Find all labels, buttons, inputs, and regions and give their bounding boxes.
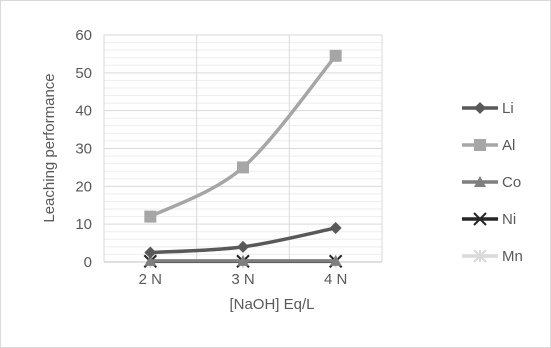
legend-item-li: Li: [462, 100, 514, 117]
x-tick-label: 2 N: [139, 271, 162, 288]
data-point-li: [237, 240, 249, 253]
data-point-li: [144, 246, 157, 259]
x-axis-title: [NaOH] Eq/L: [229, 296, 314, 313]
legend-label: Li: [502, 100, 514, 117]
legend-label: Co: [502, 174, 521, 191]
legend-marker: [474, 102, 486, 114]
marker-stroke: [473, 212, 487, 226]
tick-labels: 0 10 20 30 40 50 60 2 N 3 N 4 N: [75, 27, 347, 288]
legend-item-mn: Mn: [462, 248, 523, 265]
data-point-al: [237, 161, 249, 174]
legend-item-ni: Ni: [462, 211, 516, 228]
y-tick-label: 40: [75, 103, 92, 120]
y-tick-label: 0: [84, 254, 92, 271]
data-markers: [143, 49, 343, 269]
legend-item-al: Al: [462, 137, 515, 154]
legend-label: Ni: [502, 211, 516, 228]
y-tick-label: 50: [75, 65, 92, 82]
legend-label: Mn: [502, 248, 523, 265]
y-tick-label: 60: [75, 27, 92, 44]
data-point-co: [329, 254, 342, 266]
y-tick-label: 30: [75, 141, 92, 158]
legend-marker: [473, 212, 487, 226]
data-point-al: [144, 210, 157, 223]
y-tick-label: 10: [75, 216, 92, 233]
y-axis-title: Leaching performance: [41, 73, 58, 222]
data-point-li: [329, 221, 342, 234]
data-point-co: [237, 254, 249, 266]
legend: Li Al Co Ni Mn: [462, 100, 523, 265]
x-tick-label: 4 N: [324, 271, 347, 288]
legend-marker: [474, 176, 486, 187]
data-point-al: [329, 49, 342, 62]
legend-label: Al: [502, 137, 515, 154]
y-tick-label: 20: [75, 178, 92, 195]
legend-marker: [474, 139, 486, 151]
legend-item-co: Co: [462, 174, 521, 191]
series-lines: [149, 54, 338, 264]
legend-marker: [473, 249, 487, 263]
data-point-co: [144, 254, 157, 266]
x-tick-label: 3 N: [231, 271, 254, 288]
